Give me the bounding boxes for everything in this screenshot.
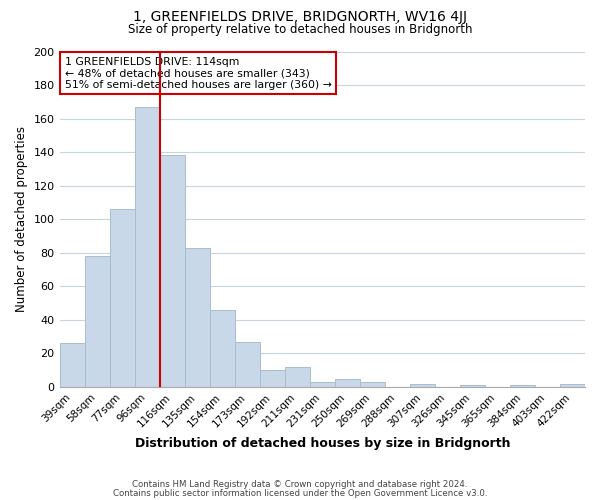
Bar xyxy=(235,342,260,387)
Bar xyxy=(460,386,485,387)
X-axis label: Distribution of detached houses by size in Bridgnorth: Distribution of detached houses by size … xyxy=(134,437,510,450)
Bar xyxy=(160,156,185,387)
Bar xyxy=(360,382,385,387)
Bar xyxy=(510,386,535,387)
Bar xyxy=(285,367,310,387)
Bar xyxy=(335,378,360,387)
Text: 1, GREENFIELDS DRIVE, BRIDGNORTH, WV16 4JJ: 1, GREENFIELDS DRIVE, BRIDGNORTH, WV16 4… xyxy=(133,10,467,24)
Bar xyxy=(185,248,209,387)
Text: 1 GREENFIELDS DRIVE: 114sqm
← 48% of detached houses are smaller (343)
51% of se: 1 GREENFIELDS DRIVE: 114sqm ← 48% of det… xyxy=(65,56,332,90)
Text: Size of property relative to detached houses in Bridgnorth: Size of property relative to detached ho… xyxy=(128,22,472,36)
Bar xyxy=(110,209,134,387)
Bar xyxy=(209,310,235,387)
Bar xyxy=(310,382,335,387)
Text: Contains HM Land Registry data © Crown copyright and database right 2024.: Contains HM Land Registry data © Crown c… xyxy=(132,480,468,489)
Text: Contains public sector information licensed under the Open Government Licence v3: Contains public sector information licen… xyxy=(113,489,487,498)
Bar xyxy=(410,384,435,387)
Bar xyxy=(560,384,585,387)
Bar xyxy=(134,107,160,387)
Bar xyxy=(59,344,85,387)
Y-axis label: Number of detached properties: Number of detached properties xyxy=(15,126,28,312)
Bar xyxy=(260,370,285,387)
Bar xyxy=(85,256,110,387)
